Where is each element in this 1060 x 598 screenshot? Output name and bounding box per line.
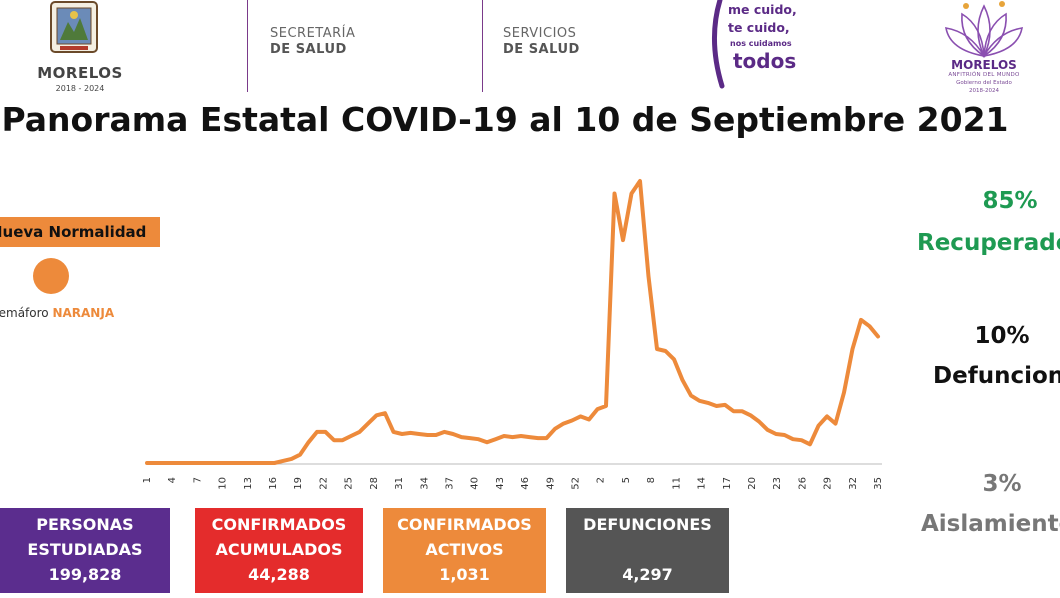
acumulados-line2: ACUMULADOS xyxy=(215,540,343,559)
gov-sub3: 2018-2024 xyxy=(969,88,999,94)
agency2-bottom: DE SALUD xyxy=(503,42,580,57)
defunciones-box: DEFUNCIONES 4,297 xyxy=(566,508,729,593)
x-tick-label: 29 xyxy=(823,477,834,490)
semaforo-dot xyxy=(33,258,69,294)
x-tick-label: 22 xyxy=(318,477,329,490)
activos-line2: ACTIVOS xyxy=(425,540,504,559)
x-tick-label: 43 xyxy=(495,477,506,490)
x-tick-label: 25 xyxy=(344,477,355,490)
x-tick-label: 35 xyxy=(873,477,884,490)
x-tick-label: 16 xyxy=(268,477,279,490)
series-line xyxy=(145,179,880,465)
nueva-normalidad-badge: Nueva Normalidad xyxy=(0,217,160,247)
x-tick-label: 49 xyxy=(545,477,556,490)
x-tick-label: 37 xyxy=(444,477,455,490)
personas-estudiadas-box: PERSONAS ESTUDIADAS 199,828 xyxy=(0,508,170,593)
x-tick-label: 17 xyxy=(722,477,733,490)
x-tick-label: 26 xyxy=(797,477,808,490)
x-tick-label: 10 xyxy=(218,477,229,490)
x-tick-label: 2 xyxy=(596,477,607,483)
x-tick-label: 46 xyxy=(520,477,531,490)
acumulados-value: 44,288 xyxy=(248,565,310,584)
acumulados-line1: CONFIRMADOS xyxy=(211,515,347,534)
header-divider xyxy=(247,0,248,92)
campaign-line4: todos xyxy=(733,49,797,73)
state-years: 2018 - 2024 xyxy=(55,84,105,93)
personas-value: 199,828 xyxy=(48,565,122,584)
personas-line1: PERSONAS xyxy=(36,515,134,534)
recuperados-label: Recuperados xyxy=(917,230,1060,256)
activos-line1: CONFIRMADOS xyxy=(397,515,532,534)
page-title: Panorama Estatal COVID-19 al 10 de Septi… xyxy=(1,100,1009,139)
x-tick-label: 34 xyxy=(419,477,430,490)
agency1-top: SECRETARÍA xyxy=(270,26,356,41)
x-tick-label: 32 xyxy=(848,477,859,490)
x-tick-label: 8 xyxy=(646,477,657,483)
defunciones-pct: 10% xyxy=(974,323,1030,349)
defunciones-line1: DEFUNCIONES xyxy=(583,515,712,534)
activos-value: 1,031 xyxy=(439,565,490,584)
morelos-crest-icon xyxy=(50,1,98,53)
x-tick-label: 20 xyxy=(747,477,758,490)
x-tick-label: 14 xyxy=(697,477,708,490)
campaign-logo-icon xyxy=(712,0,725,89)
gov-sub2: Gobierno del Estado xyxy=(956,80,1012,86)
defunciones-value: 4,297 xyxy=(622,565,673,584)
campaign-line2: te cuido, xyxy=(728,20,790,35)
state-name: MORELOS xyxy=(37,64,123,82)
confirmados-activos-box: CONFIRMADOS ACTIVOS 1,031 xyxy=(383,508,546,593)
x-tick-label: 31 xyxy=(394,477,405,490)
gov-name: MORELOS xyxy=(951,58,1017,72)
x-tick-label: 19 xyxy=(293,477,304,490)
agency1-bottom: DE SALUD xyxy=(270,42,347,57)
gov-sub1: ANFITRIÓN DEL MUNDO xyxy=(948,72,1020,78)
aislamiento-label: Aislamiento xyxy=(921,511,1060,537)
header-divider xyxy=(482,0,483,92)
x-tick-label: 52 xyxy=(571,477,582,490)
agency2-top: SERVICIOS xyxy=(503,26,577,41)
defunciones-label: Defunciones xyxy=(933,363,1060,389)
x-tick-label: 40 xyxy=(470,477,481,490)
lotus-logo-icon xyxy=(945,1,1023,58)
x-tick-label: 13 xyxy=(243,477,254,490)
campaign-line1: me cuido, xyxy=(728,2,797,17)
x-tick-label: 7 xyxy=(192,477,203,483)
confirmados-acumulados-box: CONFIRMADOS ACUMULADOS 44,288 xyxy=(195,508,363,593)
x-tick-label: 5 xyxy=(621,477,632,483)
semaforo-label: Semáforo NARANJA xyxy=(0,306,114,320)
x-tick-label: 11 xyxy=(671,477,682,490)
aislamiento-pct: 3% xyxy=(982,471,1022,497)
semaforo-prefix: Semáforo xyxy=(0,306,49,320)
x-tick-label: 1 xyxy=(142,477,153,483)
x-tick-label: 4 xyxy=(167,477,178,483)
x-tick-label: 28 xyxy=(369,477,380,490)
covid-line-chart: 1 4 7 10 13 16 19 22 25 28 31 34 37 40 43 46 49 52 2 5 8 11 14… xyxy=(142,179,884,490)
semaforo-color: NARANJA xyxy=(52,306,115,320)
recuperados-pct: 85% xyxy=(982,188,1038,214)
campaign-line3: nos cuidamos xyxy=(730,39,792,48)
x-tick-label: 23 xyxy=(772,477,783,490)
nueva-normalidad-label: Nueva Normalidad xyxy=(0,223,147,241)
personas-line2: ESTUDIADAS xyxy=(27,540,143,559)
